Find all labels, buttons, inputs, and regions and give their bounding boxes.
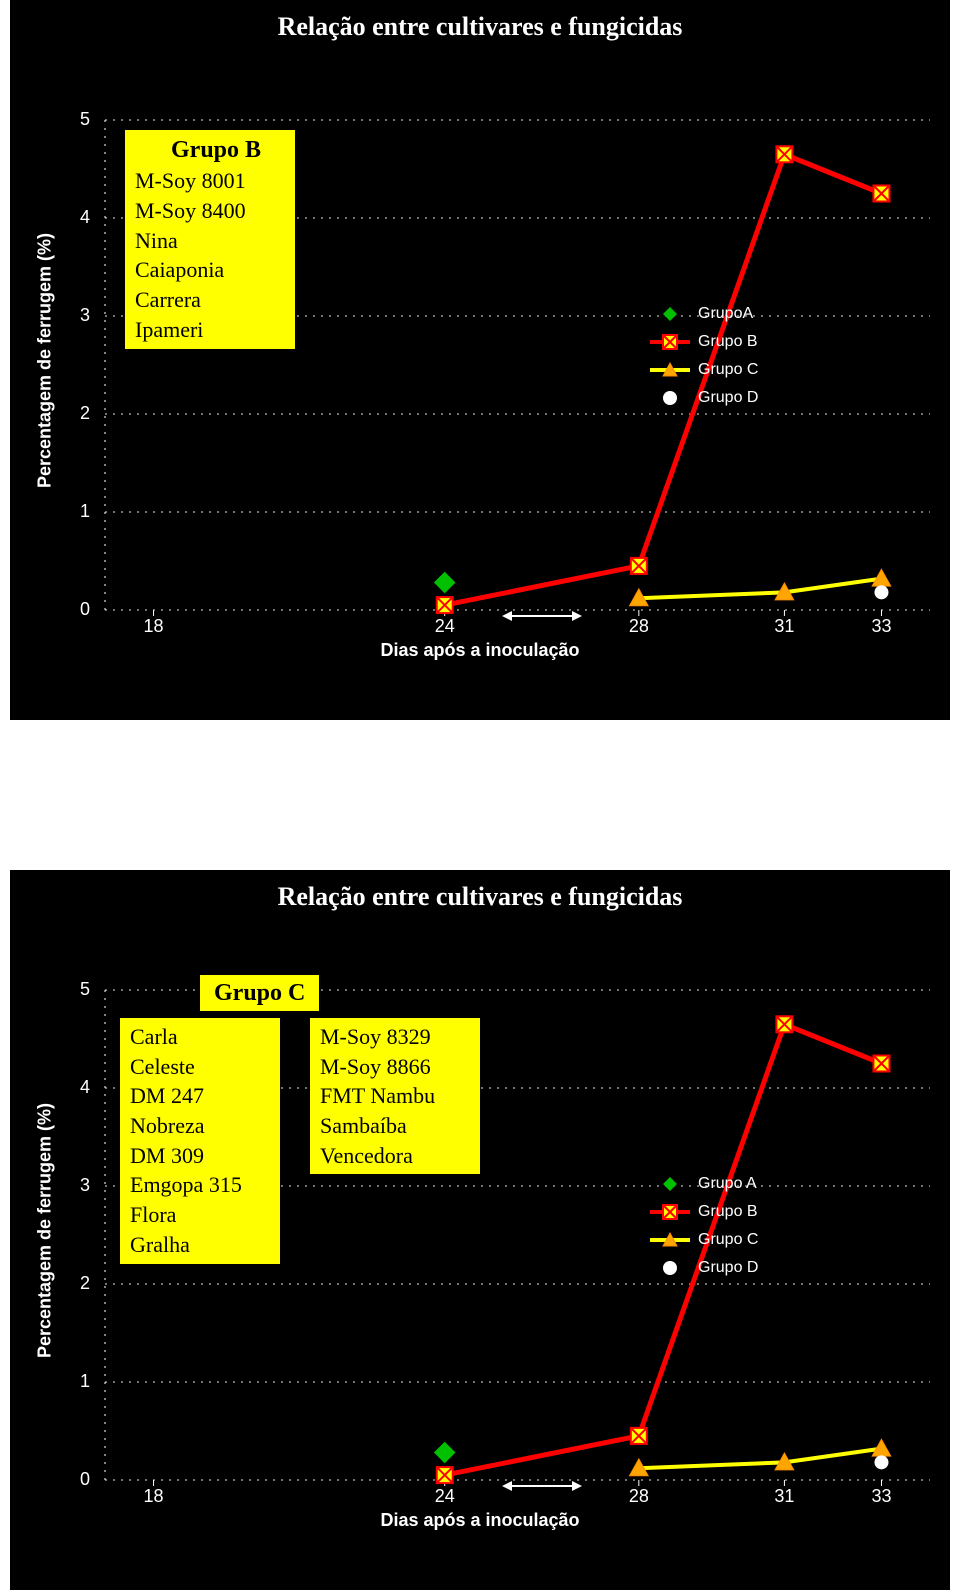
y-tick-label: 1 bbox=[80, 1371, 90, 1392]
info-box-item: M-Soy 8866 bbox=[320, 1052, 470, 1082]
x-tick-label: 33 bbox=[871, 1486, 891, 1507]
x-tick-label: 18 bbox=[144, 1486, 164, 1507]
chart-legend: GrupoA Grupo B Grupo C bbox=[650, 300, 758, 412]
legend-label: Grupo A bbox=[698, 1175, 757, 1193]
info-box-item: Emgopa 315 bbox=[130, 1170, 270, 1200]
info-box-item: Sambaíba bbox=[320, 1111, 470, 1141]
y-axis-label: Percentagem de ferrugem (%) bbox=[35, 1081, 56, 1381]
legend-label: Grupo D bbox=[698, 389, 758, 407]
y-tick-label: 1 bbox=[80, 501, 90, 522]
x-tick-label: 31 bbox=[774, 1486, 794, 1507]
y-tick-label: 4 bbox=[80, 1077, 90, 1098]
info-box-title-grupo-c: Grupo C bbox=[200, 975, 319, 1011]
y-axis-label: Percentagem de ferrugem (%) bbox=[35, 211, 56, 511]
info-box-left: Carla Celeste DM 247 Nobreza DM 309 Emgo… bbox=[120, 1018, 280, 1264]
info-box-item: Nobreza bbox=[130, 1111, 270, 1141]
legend-item-grupo-a: GrupoA bbox=[650, 300, 758, 328]
legend-item-grupo-a: Grupo A bbox=[650, 1170, 758, 1198]
info-box-item: Ipameri bbox=[135, 315, 285, 345]
info-box-item: M-Soy 8329 bbox=[320, 1022, 470, 1052]
info-box-item: Flora bbox=[130, 1200, 270, 1230]
circle-icon bbox=[650, 388, 690, 408]
circle-icon bbox=[650, 1258, 690, 1278]
legend-label: Grupo C bbox=[698, 361, 758, 379]
info-box-item: Nina bbox=[135, 226, 285, 256]
x-axis-label: Dias após a inoculação bbox=[10, 640, 950, 661]
y-tick-label: 5 bbox=[80, 979, 90, 1000]
info-box-item: Gralha bbox=[130, 1230, 270, 1260]
triangle-icon bbox=[650, 360, 690, 380]
info-box-item: Carla bbox=[130, 1022, 270, 1052]
chart-title: Relação entre cultivares e fungicidas bbox=[10, 882, 950, 912]
legend-label: Grupo B bbox=[698, 1203, 758, 1221]
y-tick-label: 3 bbox=[80, 305, 90, 326]
y-tick-label: 3 bbox=[80, 1175, 90, 1196]
y-tick-label: 2 bbox=[80, 1273, 90, 1294]
x-axis-label: Dias após a inoculação bbox=[10, 1510, 950, 1531]
info-box-item: Celeste bbox=[130, 1052, 270, 1082]
info-box-item: M-Soy 8400 bbox=[135, 196, 285, 226]
info-box-grupo-b: Grupo B M-Soy 8001 M-Soy 8400 Nina Caiap… bbox=[125, 130, 295, 349]
info-box-title: Grupo B bbox=[135, 134, 285, 166]
legend-item-grupo-d: Grupo D bbox=[650, 1254, 758, 1282]
x-tick-label: 33 bbox=[871, 616, 891, 637]
x-box-icon bbox=[650, 332, 690, 352]
range-arrow-icon bbox=[502, 606, 582, 626]
info-box-item: Vencedora bbox=[320, 1141, 470, 1171]
legend-item-grupo-d: Grupo D bbox=[650, 384, 758, 412]
y-tick-label: 4 bbox=[80, 207, 90, 228]
diamond-icon bbox=[650, 304, 690, 324]
info-box-item: DM 247 bbox=[130, 1081, 270, 1111]
x-tick-label: 18 bbox=[144, 616, 164, 637]
chart-title: Relação entre cultivares e fungicidas bbox=[10, 12, 950, 42]
range-arrow-icon bbox=[502, 1476, 582, 1496]
diamond-icon bbox=[650, 1174, 690, 1194]
chart-legend: Grupo A Grupo B Grupo C bbox=[650, 1170, 758, 1282]
y-tick-label: 5 bbox=[80, 109, 90, 130]
legend-label: Grupo D bbox=[698, 1259, 758, 1277]
legend-item-grupo-b: Grupo B bbox=[650, 1198, 758, 1226]
legend-item-grupo-c: Grupo C bbox=[650, 356, 758, 384]
x-tick-label: 31 bbox=[774, 616, 794, 637]
x-tick-label: 28 bbox=[629, 616, 649, 637]
legend-label: Grupo C bbox=[698, 1231, 758, 1249]
x-box-icon bbox=[650, 1202, 690, 1222]
legend-item-grupo-b: Grupo B bbox=[650, 328, 758, 356]
chart-panel-2: Relação entre cultivares e fungicidas Pe… bbox=[10, 870, 950, 1590]
info-box-item: DM 309 bbox=[130, 1141, 270, 1171]
x-tick-label: 24 bbox=[435, 616, 455, 637]
info-box-item: FMT Nambu bbox=[320, 1081, 470, 1111]
legend-item-grupo-c: Grupo C bbox=[650, 1226, 758, 1254]
x-tick-label: 24 bbox=[435, 1486, 455, 1507]
y-tick-label: 0 bbox=[80, 599, 90, 620]
y-tick-label: 2 bbox=[80, 403, 90, 424]
y-tick-label: 0 bbox=[80, 1469, 90, 1490]
info-box-item: M-Soy 8001 bbox=[135, 166, 285, 196]
x-tick-label: 28 bbox=[629, 1486, 649, 1507]
chart-panel-1: Relação entre cultivares e fungicidas Pe… bbox=[10, 0, 950, 720]
triangle-icon bbox=[650, 1230, 690, 1250]
info-box-item: Caiaponia bbox=[135, 255, 285, 285]
info-box-item: Carrera bbox=[135, 285, 285, 315]
info-box-right: M-Soy 8329 M-Soy 8866 FMT Nambu Sambaíba… bbox=[310, 1018, 480, 1174]
legend-label: GrupoA bbox=[698, 305, 753, 323]
legend-label: Grupo B bbox=[698, 333, 758, 351]
